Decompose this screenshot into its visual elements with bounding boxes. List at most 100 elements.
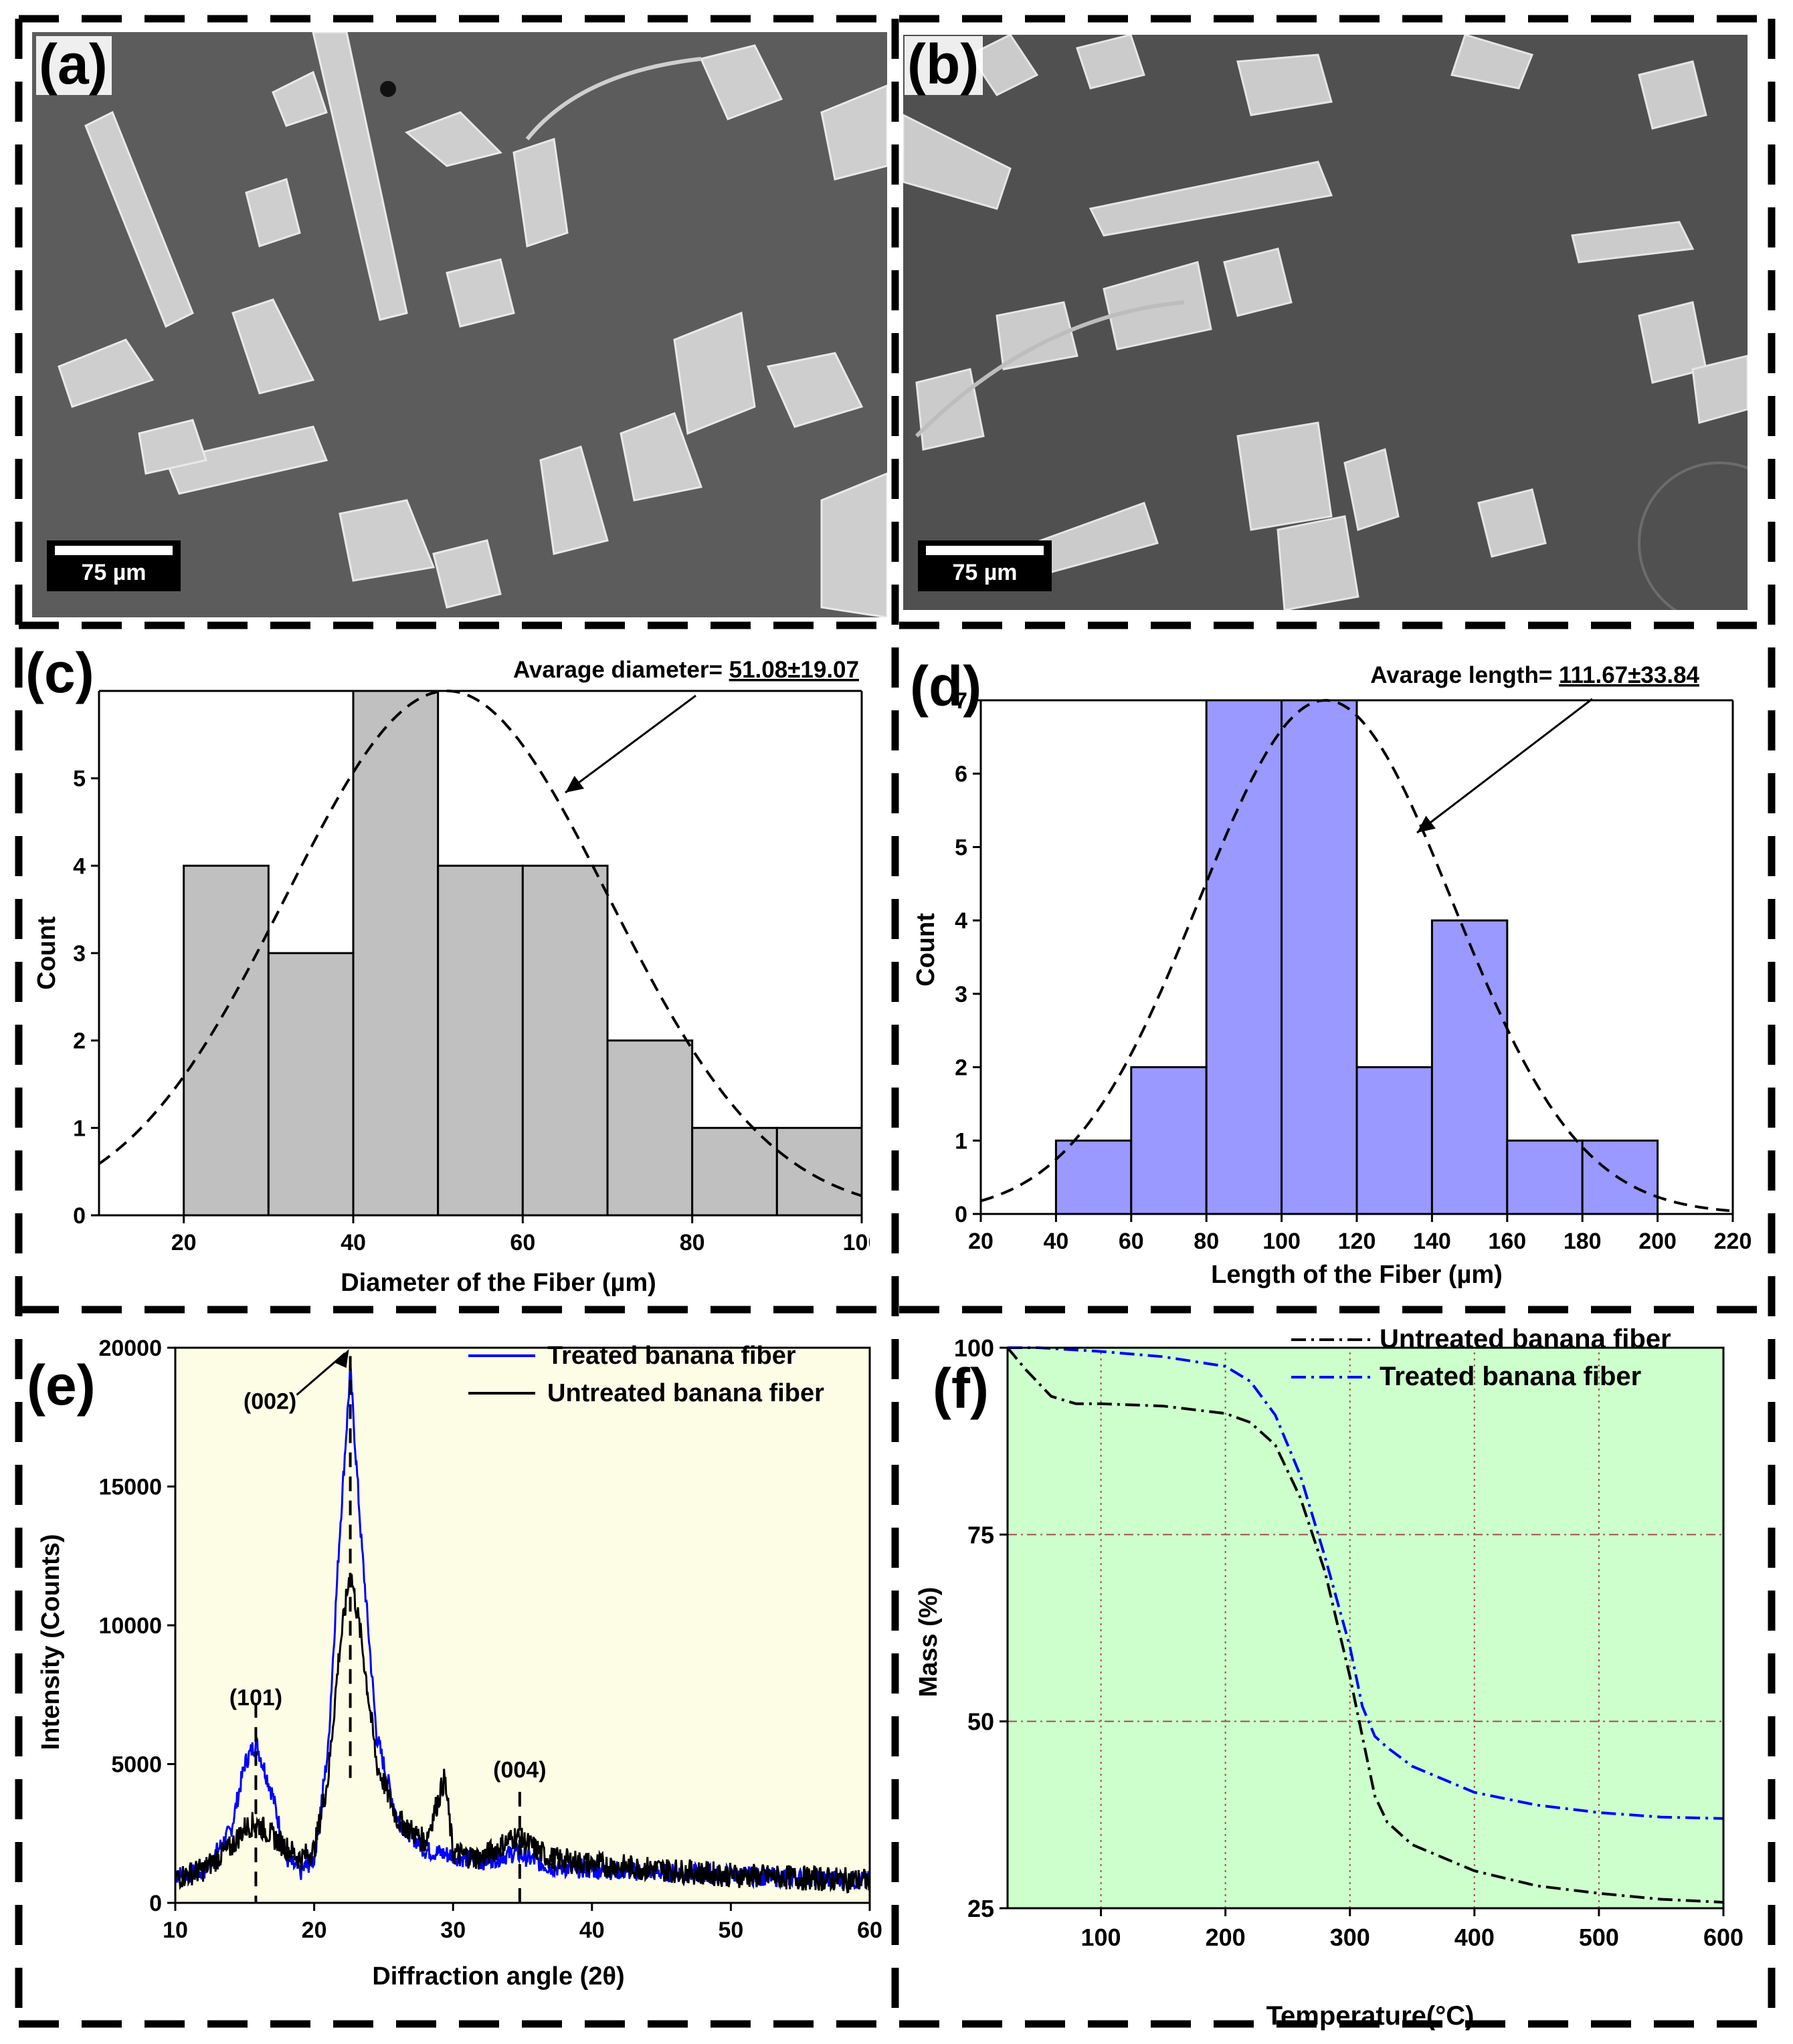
annotation-arrowhead xyxy=(565,775,585,793)
chart-d-plot-area: 20 40 60 80 100 120 140 160 180 200 220 0 1 2 3 4 5 6 7 xyxy=(955,688,1752,1254)
y-tick-label: 5000 xyxy=(111,1752,162,1778)
chart-d-ylabel: Count xyxy=(912,913,940,987)
x-tick-label: 400 xyxy=(1454,1924,1495,1951)
y-tick-label: 1 xyxy=(955,1128,967,1154)
histogram-bar xyxy=(437,864,524,1217)
chart-f: 100 200 300 400 500 600 25 50 75 100 Untreated ban… xyxy=(915,1324,1743,2031)
panel-letter-c: (c) xyxy=(25,641,94,704)
sem-image-a-texture xyxy=(32,32,887,617)
histogram-bar xyxy=(606,1039,694,1217)
scale-bar-label: 75 µm xyxy=(952,560,1018,585)
x-tick-label: 100 xyxy=(1262,1229,1301,1254)
y-tick-label: 5 xyxy=(955,835,967,860)
annotation-arrow xyxy=(1416,698,1593,834)
histogram-bar xyxy=(775,1126,863,1217)
x-tick-label: 60 xyxy=(857,1918,882,1943)
sem-image-b: (b) 75 µm xyxy=(903,35,1748,610)
x-tick-label: 200 xyxy=(1206,1924,1246,1951)
chart-c-xlabel: Diameter of the Fiber (µm) xyxy=(341,1269,656,1297)
annotation-arrow xyxy=(565,694,696,794)
x-tick-label: 100 xyxy=(843,1230,870,1255)
chart-f-plot-area: 100 200 300 400 500 600 25 50 75 100 Untreated ban… xyxy=(954,1324,1743,1951)
chart-e-ylabel: Intensity (Counts) xyxy=(37,1534,65,1750)
scale-bar-a: 75 µm xyxy=(47,540,181,591)
histogram-bar xyxy=(1054,1139,1133,1215)
x-tick-label: 80 xyxy=(1194,1229,1219,1254)
histogram-bar xyxy=(1355,1066,1433,1215)
histogram-bar xyxy=(521,864,609,1217)
panel-letter-d: (d) xyxy=(910,655,981,718)
y-tick-label: 25 xyxy=(967,1895,994,1922)
chart-e: (002) (101) (004) 10 20 30 40 50 60 0 5000 10000 150… xyxy=(27,1336,882,1990)
y-tick-label: 2 xyxy=(955,1055,967,1081)
x-tick-label: 40 xyxy=(579,1918,605,1943)
histogram-bar xyxy=(691,1126,778,1217)
y-tick-label: 50 xyxy=(967,1708,994,1736)
chart-c: 20 40 60 80 100 0 1 2 3 4 5 Diameter of the Fiber … xyxy=(25,641,870,1297)
x-tick-label: 220 xyxy=(1714,1229,1752,1254)
histogram-bar xyxy=(1281,699,1358,1215)
peak-label: (002) xyxy=(244,1389,296,1414)
x-tick-label: 120 xyxy=(1338,1229,1376,1254)
panel-letter-f: (f) xyxy=(933,1357,989,1420)
y-tick-label: 2 xyxy=(73,1029,86,1054)
plot-background xyxy=(175,1348,870,1903)
histogram-bar xyxy=(183,864,270,1217)
y-tick-label: 20000 xyxy=(98,1336,162,1361)
scale-bar-b: 75 µm xyxy=(918,540,1052,591)
x-tick-label: 40 xyxy=(1043,1229,1068,1254)
histogram-bar xyxy=(352,690,440,1217)
x-tick-label: 40 xyxy=(341,1230,366,1255)
y-tick-label: 0 xyxy=(149,1891,162,1916)
untreated-xrd-line xyxy=(174,1573,871,1894)
chart-e-plot-area: (002) (101) (004) 10 20 30 40 50 60 0 5000 10000 150… xyxy=(98,1336,882,1943)
chart-d-annotation-prefix: Avarage length= xyxy=(1370,662,1559,688)
scale-bar-line xyxy=(55,546,173,555)
x-tick-label: 300 xyxy=(1330,1924,1370,1951)
chart-c-annotation-value: 51.08±19.07 xyxy=(729,657,859,683)
plot-background xyxy=(1008,1348,1723,1908)
scale-bar-label: 75 µm xyxy=(81,560,147,585)
y-tick-label: 6 xyxy=(955,762,967,787)
y-tick-label: 0 xyxy=(955,1202,967,1227)
x-tick-label: 500 xyxy=(1579,1924,1619,1951)
y-tick-label: 1 xyxy=(73,1116,86,1141)
peak-label: (004) xyxy=(493,1758,546,1783)
y-tick-label: 75 xyxy=(967,1521,994,1548)
legend-label: Treated banana fiber xyxy=(1380,1362,1641,1391)
panel-letter-a: (a) xyxy=(36,36,112,95)
chart-e-xlabel: Diffraction angle (2θ) xyxy=(372,1962,624,1990)
legend-label: Untreated banana fiber xyxy=(1380,1324,1671,1354)
y-tick-label: 4 xyxy=(955,908,967,934)
y-tick-label: 100 xyxy=(954,1334,994,1362)
x-tick-label: 20 xyxy=(968,1229,994,1254)
peak-label: (101) xyxy=(229,1685,282,1711)
x-tick-label: 20 xyxy=(171,1230,197,1255)
histogram-bar xyxy=(1130,1066,1208,1215)
x-tick-label: 140 xyxy=(1413,1229,1451,1254)
chart-d: 20 40 60 80 100 120 140 160 180 200 220 0 1 2 3 4 5 6 7 Le… xyxy=(910,655,1752,1289)
y-tick-label: 3 xyxy=(73,941,86,966)
y-tick-label: 5 xyxy=(73,766,86,792)
y-tick-label: 4 xyxy=(73,853,86,879)
chart-f-xlabel: Temperature(°C) xyxy=(1266,2001,1475,2031)
x-tick-label: 20 xyxy=(302,1918,327,1943)
y-tick-label: 15000 xyxy=(98,1475,162,1500)
plot-frame xyxy=(1006,1346,1725,1910)
normal-fit-curve xyxy=(980,698,1733,1213)
chart-f-ylabel: Mass (%) xyxy=(915,1587,943,1698)
legend-label: Untreated banana fiber xyxy=(547,1379,824,1407)
x-tick-label: 600 xyxy=(1703,1924,1743,1951)
x-tick-label: 100 xyxy=(1081,1924,1121,1951)
histogram-bar xyxy=(1205,699,1283,1215)
x-tick-label: 180 xyxy=(1564,1229,1602,1254)
peak-arrowhead xyxy=(334,1349,349,1368)
x-tick-label: 60 xyxy=(1119,1229,1144,1254)
chart-c-plot-area: 20 40 60 80 100 0 1 2 3 4 5 xyxy=(73,689,870,1255)
chart-c-annotation-prefix: Avarage diameter= xyxy=(513,657,729,683)
legend-label: Treated banana fiber xyxy=(547,1342,796,1370)
histogram-bar xyxy=(1506,1139,1584,1215)
y-tick-label: 3 xyxy=(955,982,967,1007)
